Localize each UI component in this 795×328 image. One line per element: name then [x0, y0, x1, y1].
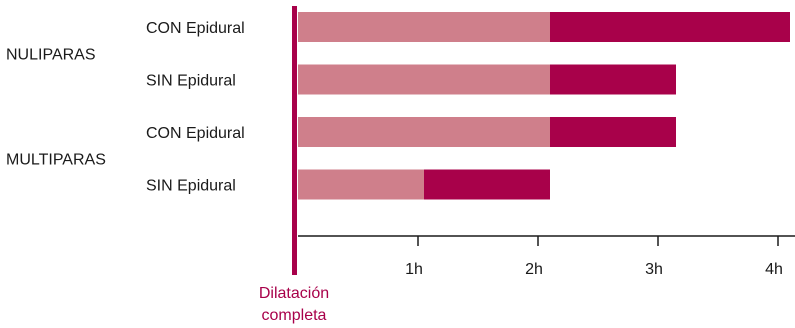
labels-layer: CON Epidural SIN Epidural CON Epidural SIN …: [6, 20, 329, 324]
category-label: SIN Epidural: [146, 178, 236, 195]
bar-4-segment-1: [298, 169, 424, 200]
annotation-line-1: Dilatación: [259, 285, 329, 302]
bars-layer: [298, 12, 790, 200]
bar-1-segment-1: [298, 12, 550, 42]
bar-1-segment-2: [550, 12, 790, 42]
x-ticks-layer: 1h 2h 3h 4h: [405, 236, 783, 278]
group-label-multiparas: MULTIPARAS: [6, 151, 106, 168]
bar-3-segment-1: [298, 117, 550, 147]
category-label: CON Epidural: [146, 125, 245, 142]
bar-2-segment-1: [298, 64, 550, 95]
x-tick-label: 3h: [645, 261, 663, 278]
bar-3-segment-2: [550, 117, 676, 147]
group-label-nuliparas: NULIPARAS: [6, 46, 96, 63]
x-tick-label: 1h: [405, 261, 423, 278]
x-tick-label: 4h: [765, 261, 783, 278]
annotation-line-2: completa: [262, 307, 327, 324]
bar-4-segment-2: [424, 169, 550, 200]
bar-2-segment-2: [550, 64, 676, 95]
category-label: CON Epidural: [146, 20, 245, 37]
dilatacion-completa-line: [292, 6, 297, 275]
category-label: SIN Epidural: [146, 73, 236, 90]
x-tick-label: 2h: [525, 261, 543, 278]
